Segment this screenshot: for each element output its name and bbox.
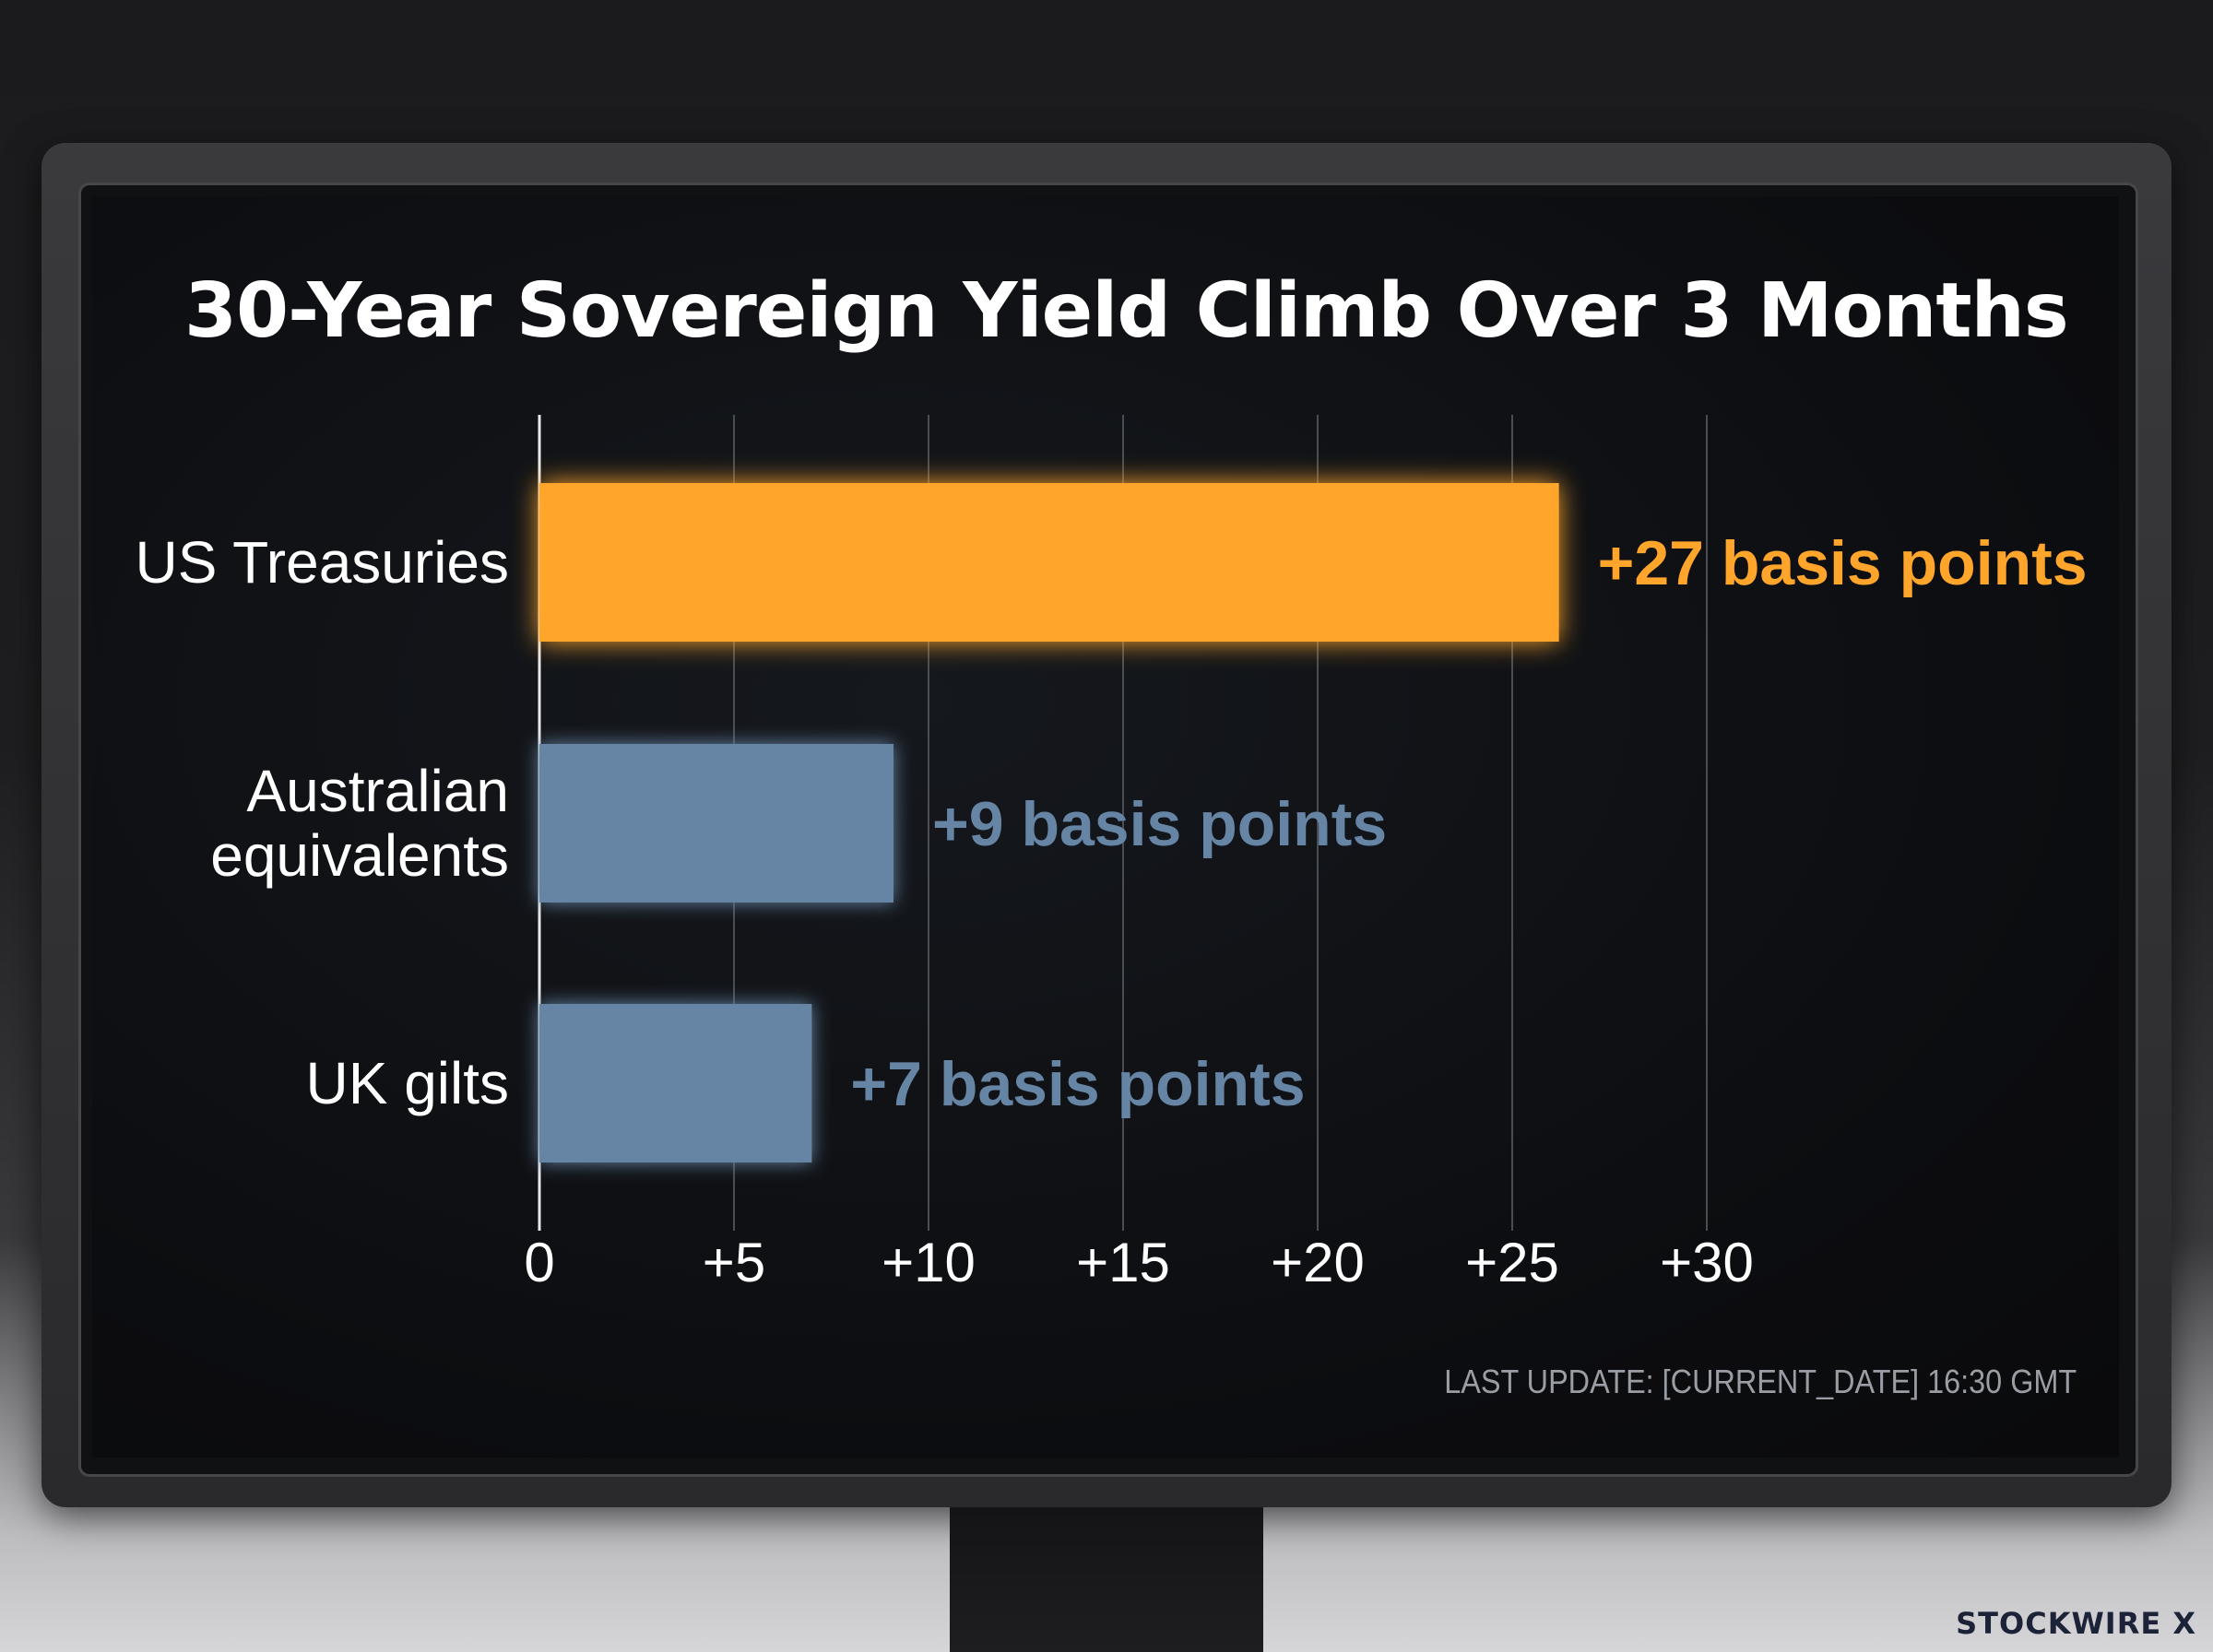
data-label: +9 basis points [932,789,1387,859]
x-tick-label: 0 [524,1232,554,1293]
x-tick-label: +20 [1271,1232,1365,1293]
bar [539,1004,812,1162]
labels: 0 +5 +10 +15 +20 +25 +30 US Treasuries +27 basis… [136,528,2088,1293]
category-label: UK gilts [306,1050,510,1116]
bar [539,744,894,903]
category-label: US Treasuries [136,529,509,596]
screen [92,196,2119,1457]
bar [539,483,1559,642]
x-tick-label: +25 [1465,1232,1559,1293]
data-label: +27 basis points [1598,528,2088,598]
last-update-text: LAST UPDATE: [CURRENT_DATE] 16:30 GMT [1444,1363,2077,1400]
chart-title: 30-Year Sovereign Yield Climb Over 3 Mon… [184,267,2069,355]
x-tick-label: +15 [1076,1232,1170,1293]
data-label: +7 basis points [850,1049,1305,1119]
x-tick-label: +10 [882,1232,976,1293]
stockwire-logo: STOCKWIRE X [1956,1606,2196,1641]
x-tick-label: +30 [1660,1232,1754,1293]
category-label: Australian equivalents [210,758,509,889]
monitor-stand [950,1507,1263,1652]
bars [539,483,1559,1162]
x-tick-label: +5 [703,1232,765,1293]
